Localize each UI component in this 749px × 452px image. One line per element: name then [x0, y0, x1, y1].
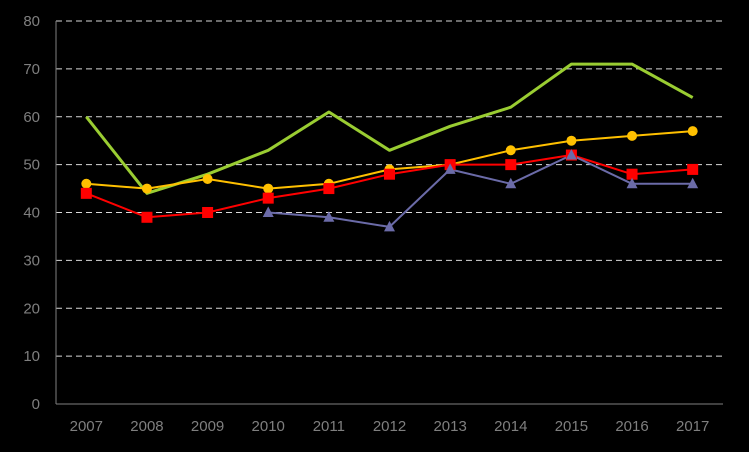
y-tick-label: 30 — [23, 252, 40, 269]
y-tick-label: 20 — [23, 300, 40, 317]
series-2-point — [627, 130, 638, 141]
x-tick-label: 2009 — [191, 418, 224, 435]
y-tick-label: 70 — [23, 61, 40, 78]
x-tick-label: 2015 — [555, 418, 588, 435]
x-tick-label: 2012 — [373, 418, 406, 435]
series-lines — [85, 62, 694, 228]
y-tick-label: 60 — [23, 109, 40, 126]
series-2-point — [505, 145, 516, 156]
y-tick-label: 40 — [23, 205, 40, 222]
series-2-point — [566, 135, 577, 146]
series-markers — [80, 126, 699, 232]
series-2-point — [81, 178, 92, 189]
series-3-point — [262, 192, 274, 204]
series-2-point — [141, 183, 152, 194]
series-3-point — [80, 187, 92, 199]
y-tick-label: 50 — [23, 157, 40, 174]
y-tick-label: 80 — [23, 13, 40, 30]
x-tick-label: 2017 — [676, 418, 709, 435]
series-4-point — [444, 163, 456, 174]
y-tick-label: 0 — [32, 396, 40, 413]
x-tick-label: 2008 — [130, 418, 163, 435]
series-3-point — [687, 163, 699, 175]
y-tick-label: 10 — [23, 348, 40, 365]
x-tick-label: 2010 — [252, 418, 285, 435]
series-3-point — [384, 168, 395, 180]
gridlines — [56, 20, 723, 357]
series-4-point — [626, 177, 638, 189]
series-2-point — [202, 173, 213, 184]
series-2-point — [263, 183, 274, 194]
series-2-point — [687, 126, 698, 137]
x-tick-label: 2007 — [70, 418, 103, 435]
y-axis-tick-labels: 0 10 20 30 40 50 60 70 80 — [23, 13, 40, 413]
series-4-point — [384, 220, 395, 232]
series-3-point — [323, 183, 335, 195]
x-tick-label: 2016 — [615, 418, 648, 435]
series-4-point — [323, 211, 335, 222]
axes — [55, 21, 723, 405]
series-4-point — [687, 177, 699, 189]
series-4-point — [262, 206, 274, 217]
series-3-point — [626, 168, 638, 180]
series-2-line — [86, 130, 693, 190]
series-4-point — [565, 149, 577, 160]
x-tick-label: 2014 — [494, 418, 527, 435]
x-tick-label: 2011 — [313, 418, 345, 435]
series-4-point — [505, 177, 517, 189]
x-tick-label: 2013 — [433, 418, 466, 435]
series-3-point — [202, 207, 214, 218]
x-axis-tick-labels: 2007 2008 2009 2010 2011 2012 2013 2014 2015 2016… — [70, 418, 710, 435]
series-1-line — [85, 62, 694, 195]
series-4-line — [268, 154, 693, 228]
series-3-point — [141, 211, 153, 223]
series-3-point — [505, 159, 517, 171]
